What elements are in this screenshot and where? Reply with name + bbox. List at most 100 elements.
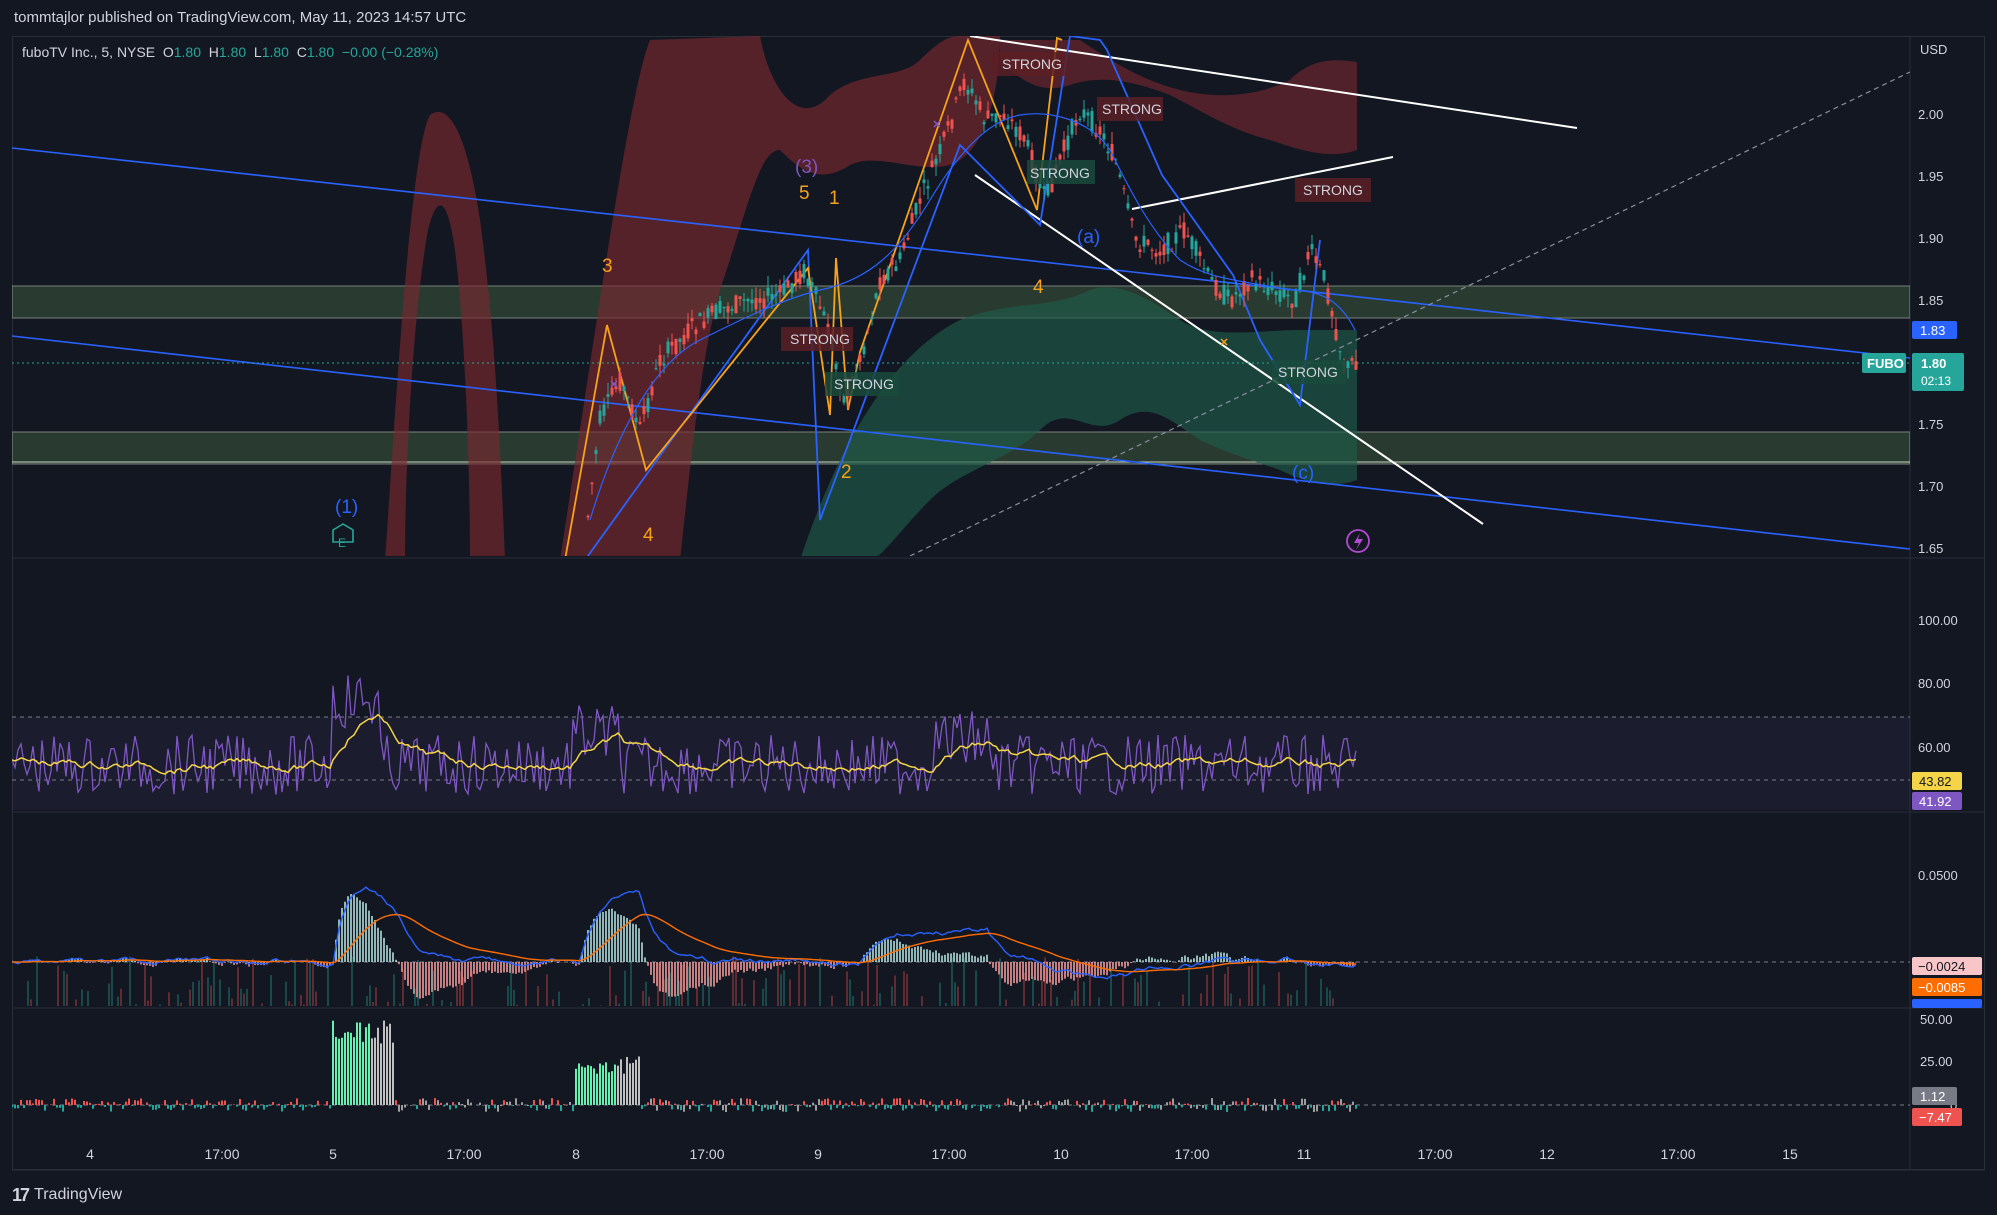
red-band-right bbox=[1000, 40, 1357, 155]
dividend-lightning-icon[interactable] bbox=[1346, 529, 1370, 553]
rsi-tick: 100.00 bbox=[1918, 613, 1958, 628]
candle-body bbox=[922, 179, 926, 184]
candle-body bbox=[926, 186, 930, 189]
wave-label-5: 5 bbox=[799, 183, 810, 204]
candle-body bbox=[1302, 275, 1306, 280]
candle-body bbox=[1150, 249, 1154, 251]
candle-body bbox=[770, 293, 774, 300]
price-pane[interactable]: STRONG STRONG STRONG STRONG STRONG STRON… bbox=[12, 36, 1910, 560]
time-label: 17:00 bbox=[689, 1146, 724, 1162]
candle-body bbox=[906, 237, 910, 240]
low-value: 1.80 bbox=[261, 44, 289, 60]
candle-body bbox=[874, 293, 878, 299]
candle-body bbox=[670, 341, 674, 346]
candle-body bbox=[742, 299, 746, 301]
osc-red-badge: −7.47 bbox=[1919, 1110, 1952, 1125]
candle-body bbox=[938, 144, 942, 155]
candle-body bbox=[690, 318, 694, 322]
macd-histogram bbox=[12, 894, 1357, 1006]
candle-body bbox=[974, 100, 978, 105]
candle-body bbox=[1110, 143, 1114, 161]
candle-body bbox=[1006, 125, 1010, 130]
elliott-wave-labels: (1) (3) 5 1 3 4 2 4 (a) (c) bbox=[335, 157, 1314, 546]
time-axis[interactable]: 4 17:00 5 17:00 8 17:00 9 17:00 10 17:00… bbox=[86, 1146, 1798, 1162]
candle-body bbox=[750, 299, 754, 304]
candle-body bbox=[1298, 272, 1302, 290]
candle-body bbox=[910, 213, 914, 224]
candle-body bbox=[942, 131, 946, 137]
candle-body bbox=[626, 396, 630, 398]
pane-separators bbox=[12, 36, 1985, 1171]
osc-gray-badge: 1.12 bbox=[1920, 1089, 1945, 1104]
candle-body bbox=[1070, 119, 1074, 135]
candle-body bbox=[1338, 351, 1342, 353]
candle-body bbox=[978, 101, 982, 110]
price-axis[interactable]: USD 2.00 1.95 1.90 1.85 1.75 1.70 1.65 bbox=[1918, 42, 1947, 556]
candle-body bbox=[614, 386, 618, 390]
rsi-axis[interactable]: 100.00 80.00 60.00 43.82 41.92 bbox=[1912, 613, 1962, 810]
candle-body bbox=[862, 346, 866, 355]
candle-body bbox=[1198, 251, 1202, 256]
symbol-tag: FUBO bbox=[1867, 356, 1904, 371]
candle-body bbox=[842, 394, 846, 403]
wave-label-3: (3) bbox=[795, 157, 818, 178]
candle-body bbox=[1186, 235, 1190, 237]
candle-body bbox=[902, 242, 906, 249]
earnings-marker[interactable]: E bbox=[332, 523, 354, 550]
macd-axis[interactable]: 0.0500 −0.0024 −0.0085 bbox=[1912, 868, 1982, 1008]
symbol-legend[interactable]: fuboTV Inc., 5, NYSE O1.80 H1.80 L1.80 C… bbox=[22, 44, 438, 60]
candle-body bbox=[1018, 126, 1022, 141]
macd-pane[interactable] bbox=[12, 886, 1910, 1006]
candle-body bbox=[674, 338, 678, 355]
candle-body bbox=[1154, 253, 1158, 257]
candle-body bbox=[1102, 133, 1106, 140]
candle-body bbox=[1142, 235, 1146, 247]
candle-body bbox=[918, 198, 922, 204]
candle-body bbox=[1166, 232, 1170, 255]
rsi-ma-line bbox=[12, 713, 1357, 775]
oscillator-pane[interactable] bbox=[12, 1020, 1910, 1112]
candle-body bbox=[790, 283, 794, 294]
brand-name: TradingView bbox=[34, 1186, 123, 1203]
low-label: L bbox=[253, 44, 262, 60]
candle-body bbox=[762, 298, 766, 309]
candle-body bbox=[594, 450, 598, 454]
candle-body bbox=[718, 300, 722, 313]
candle-body bbox=[1262, 290, 1266, 292]
time-label: 8 bbox=[572, 1146, 580, 1162]
time-label: 17:00 bbox=[1417, 1146, 1452, 1162]
time-label: 9 bbox=[814, 1146, 822, 1162]
candle-body bbox=[586, 515, 590, 518]
rsi-pane[interactable] bbox=[12, 675, 1910, 811]
price-tick: 1.75 bbox=[1918, 417, 1943, 432]
candle-body bbox=[934, 158, 938, 165]
candle-body bbox=[1090, 111, 1094, 132]
white-trendlines bbox=[969, 36, 1578, 525]
price-tick: 1.70 bbox=[1918, 479, 1943, 494]
candle-body bbox=[1058, 154, 1062, 160]
open-label: O bbox=[162, 44, 174, 60]
candle-body bbox=[610, 387, 614, 395]
candle-body bbox=[654, 368, 658, 370]
candle-body bbox=[990, 113, 994, 116]
candle-body bbox=[1330, 310, 1334, 317]
candle-body bbox=[1350, 358, 1354, 361]
rsi-tick: 60.00 bbox=[1918, 740, 1951, 755]
candle-body bbox=[866, 329, 870, 331]
blue-channel-lower bbox=[12, 335, 1910, 550]
candle-body bbox=[1118, 174, 1122, 177]
candle-body bbox=[1174, 232, 1178, 244]
wave-label-3-sub: 3 bbox=[602, 256, 613, 277]
candle-body bbox=[1202, 268, 1206, 270]
osc-axis[interactable]: 50.00 25.00 0 1.12 −7.47 bbox=[1912, 1012, 1962, 1126]
candle-body bbox=[994, 113, 998, 123]
blue-price-badge: 1.83 bbox=[1920, 323, 1945, 338]
macd-hist-badge: −0.0024 bbox=[1918, 959, 1965, 974]
osc-tick: 50.00 bbox=[1920, 1012, 1953, 1027]
candle-body bbox=[962, 78, 966, 90]
candle-body bbox=[650, 386, 654, 396]
candle-body bbox=[774, 294, 778, 296]
footer[interactable]: 17 TradingView bbox=[12, 1180, 122, 1210]
candle-body bbox=[1258, 276, 1262, 280]
